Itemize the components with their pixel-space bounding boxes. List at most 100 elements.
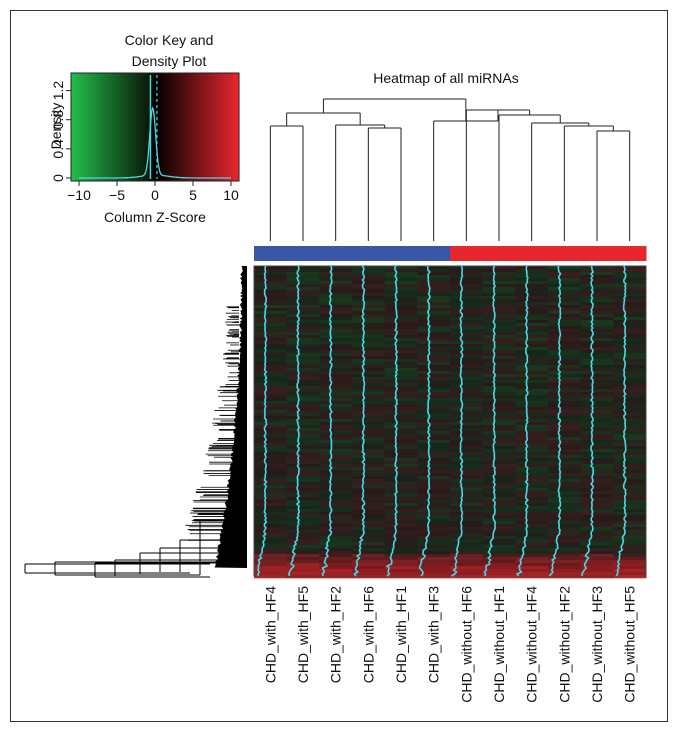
heatmap-cell-strip <box>352 335 386 339</box>
heatmap-cell-strip <box>515 281 549 285</box>
heatmap-cell-strip <box>319 560 353 564</box>
group-bar-segment <box>319 246 353 261</box>
heatmap-cell-strip <box>450 521 484 525</box>
heatmap-cell-strip <box>613 299 647 303</box>
heatmap-cell-strip <box>580 413 614 417</box>
heatmap-cell-strip <box>613 350 647 354</box>
heatmap-cell-strip <box>515 506 549 510</box>
heatmap-cell-strip <box>580 395 614 399</box>
heatmap-cell-strip <box>482 446 516 450</box>
column-label: CHD_with_HF3 <box>426 586 442 683</box>
heatmap-cell-strip <box>352 311 386 315</box>
heatmap-cell-strip <box>450 287 484 291</box>
heatmap-cell-strip <box>417 329 451 333</box>
heatmap-cell-strip <box>286 434 320 438</box>
heatmap-cell-strip <box>450 473 484 477</box>
heatmap-cell-strip <box>319 548 353 552</box>
heatmap-cell-strip <box>254 524 288 528</box>
column-group-bar <box>254 246 647 261</box>
heatmap-cell-strip <box>548 467 582 471</box>
heatmap-cell-strip <box>384 344 418 348</box>
heatmap-cell-strip <box>417 344 451 348</box>
heatmap-cell-strip <box>254 341 288 345</box>
heatmap-cell-strip <box>384 395 418 399</box>
heatmap-cell-strip <box>548 362 582 366</box>
heatmap-cell-strip <box>352 362 386 366</box>
heatmap-cell-strip <box>352 326 386 330</box>
heatmap-cell-strip <box>515 302 549 306</box>
heatmap-cell-strip <box>548 419 582 423</box>
heatmap-cell-strip <box>384 536 418 540</box>
heatmap-cell-strip <box>515 398 549 402</box>
heatmap-cell-strip <box>548 338 582 342</box>
heatmap-cell-strip <box>548 437 582 441</box>
heatmap-cell-strip <box>450 554 484 558</box>
heatmap-cell-strip <box>286 395 320 399</box>
heatmap-cell-strip <box>548 329 582 333</box>
heatmap-cell-strip <box>450 392 484 396</box>
heatmap-cell-strip <box>515 464 549 468</box>
heatmap-cell-strip <box>254 434 288 438</box>
heatmap-cell-strip <box>384 437 418 441</box>
heatmap-cell-strip <box>548 296 582 300</box>
heatmap-cell-strip <box>580 422 614 426</box>
heatmap-cell-strip <box>319 452 353 456</box>
heatmap-cell-strip <box>515 560 549 564</box>
heatmap-cell-strip <box>352 524 386 528</box>
heatmap-cell-strip <box>613 266 647 270</box>
heatmap-cell-strip <box>515 356 549 360</box>
heatmap-cell-strip <box>352 482 386 486</box>
heatmap-cell-strip <box>548 353 582 357</box>
heatmap-cell-strip <box>384 575 418 579</box>
heatmap-cell-strip <box>515 374 549 378</box>
heatmap-cell-strip <box>417 461 451 465</box>
heatmap-cell-strip <box>613 404 647 408</box>
heatmap-cell-strip <box>352 458 386 462</box>
heatmap-cell-strip <box>580 464 614 468</box>
heatmap-cell-strip <box>450 467 484 471</box>
heatmap-cell-strip <box>352 431 386 435</box>
heatmap-cell-strip <box>482 572 516 576</box>
heatmap-cell-strip <box>548 494 582 498</box>
heatmap-cell-strip <box>515 344 549 348</box>
heatmap-cell-strip <box>450 524 484 528</box>
heatmap-cell-strip <box>417 521 451 525</box>
heatmap-cell-strip <box>548 524 582 528</box>
heatmap-cell-strip <box>548 533 582 537</box>
heatmap-cell-strip <box>613 272 647 276</box>
heatmap-cell-strip <box>482 272 516 276</box>
heatmap-cell-strip <box>319 329 353 333</box>
heatmap-cell-strip <box>254 299 288 303</box>
heatmap-cell-strip <box>515 362 549 366</box>
heatmap-cell-strip <box>515 533 549 537</box>
heatmap-cell-strip <box>613 410 647 414</box>
heatmap-cell-strip <box>319 521 353 525</box>
heatmap-cell-strip <box>613 425 647 429</box>
heatmap-cell-strip <box>384 368 418 372</box>
column-label: CHD_without_HF4 <box>524 586 540 703</box>
heatmap-cell-strip <box>482 266 516 270</box>
heatmap-cell-strip <box>384 275 418 279</box>
heatmap-cell-strip <box>515 320 549 324</box>
heatmap-cell-strip <box>319 515 353 519</box>
heatmap-cell-strip <box>450 311 484 315</box>
heatmap-cell-strip <box>548 551 582 555</box>
heatmap-cell-strip <box>352 332 386 336</box>
heatmap-cell-strip <box>482 482 516 486</box>
heatmap-cell-strip <box>515 524 549 528</box>
heatmap-cell-strip <box>352 446 386 450</box>
heatmap-cell-strip <box>515 308 549 312</box>
heatmap-cell-strip <box>319 332 353 336</box>
heatmap-cell-strip <box>515 428 549 432</box>
heatmap-cell-strip <box>613 554 647 558</box>
heatmap-cell-strip <box>417 389 451 393</box>
heatmap-cell-strip <box>286 473 320 477</box>
heatmap-cell-strip <box>384 425 418 429</box>
heatmap-cell-strip <box>286 302 320 306</box>
heatmap-cell-strip <box>254 323 288 327</box>
heatmap-cell-strip <box>482 539 516 543</box>
heatmap-cell-strip <box>417 440 451 444</box>
heatmap-cell-strip <box>417 347 451 351</box>
heatmap-cell-strip <box>286 536 320 540</box>
heatmap-cell-strip <box>580 470 614 474</box>
